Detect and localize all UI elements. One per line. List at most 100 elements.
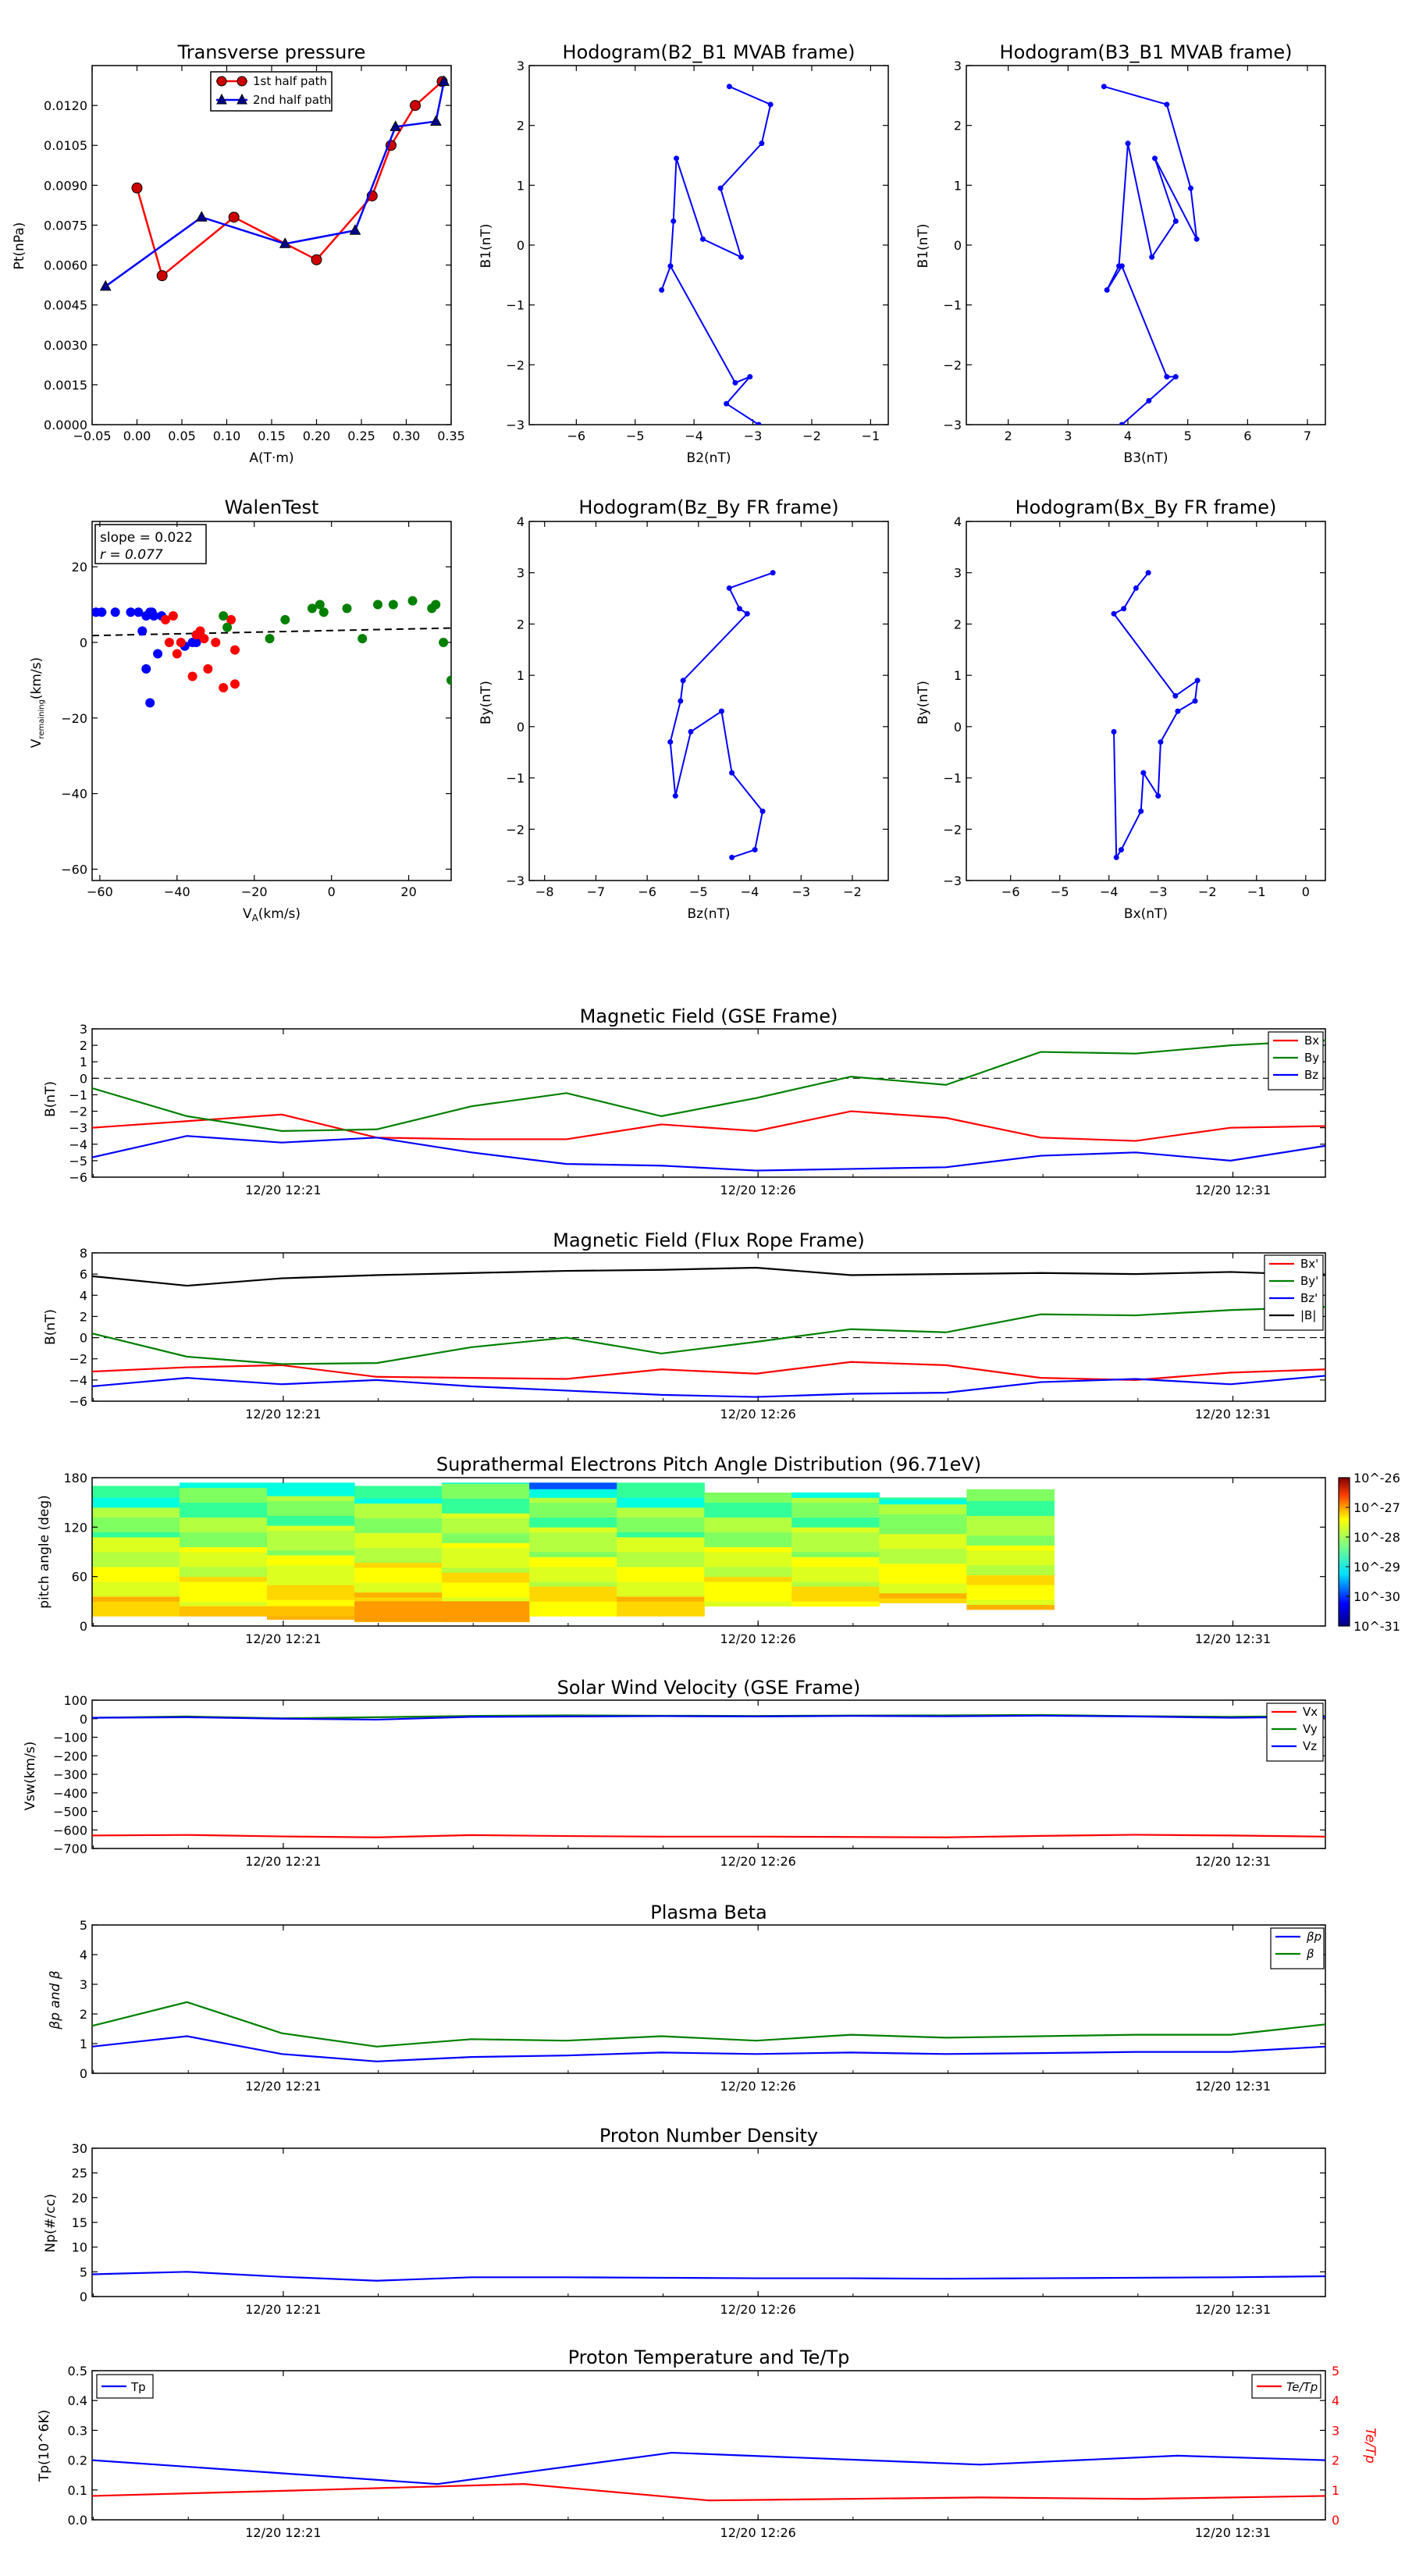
pitch-angle-cell bbox=[354, 1532, 443, 1539]
transverse-pressure-ytick-label: 0.0090 bbox=[44, 178, 87, 193]
hodogram-b3-b1-point bbox=[1104, 287, 1110, 293]
plasma-beta-ytick-label: 4 bbox=[80, 1948, 87, 1962]
hodogram-b2-b1-point bbox=[747, 374, 753, 380]
pitch-angle-cell bbox=[879, 1563, 967, 1569]
hodogram-b2-b1-xtick-label: −2 bbox=[802, 429, 821, 443]
hodogram-b2-b1-point bbox=[670, 218, 677, 224]
hodogram-bx-by-ytick-label: 2 bbox=[954, 617, 962, 632]
hodogram-b2-b1-ytick-label: −2 bbox=[506, 358, 525, 372]
pitch-angle-cell bbox=[879, 1497, 967, 1500]
pitch-angle-cell bbox=[617, 1546, 705, 1553]
pitch-angle-cell bbox=[617, 1517, 705, 1523]
pitch-angle-cell bbox=[529, 1527, 617, 1533]
pitch-angle-cell bbox=[966, 1505, 1055, 1511]
hodogram-bx-by-point bbox=[1140, 770, 1147, 776]
walen-point-red bbox=[226, 614, 237, 624]
annotation-box bbox=[94, 524, 207, 564]
pitch-angle-cell bbox=[617, 1512, 705, 1518]
walen-point-green bbox=[222, 622, 233, 632]
hodogram-b3-b1-xtick-label: 2 bbox=[1005, 429, 1012, 443]
hodogram-b3-b1-xtick-label: 6 bbox=[1243, 429, 1251, 443]
pitch-angle-cell bbox=[529, 1522, 617, 1528]
hodogram-bz-by-ytick-label: 2 bbox=[517, 617, 525, 632]
magnetic-field-fr-legend-box bbox=[1264, 1254, 1324, 1331]
colorbar-label: 10^-31 bbox=[1353, 1619, 1400, 1634]
transverse-pressure-series-line bbox=[136, 80, 443, 278]
pitch-angle-cell bbox=[180, 1502, 268, 1508]
hodogram-bz-by-point bbox=[744, 610, 750, 617]
hodogram-bx-by-point bbox=[1118, 847, 1124, 853]
pitch-angle-ytick-label: 0 bbox=[80, 1619, 87, 1634]
pitch-angle-cell bbox=[442, 1553, 530, 1558]
proton-temperature-xtick-label: 12/20 12:21 bbox=[245, 2525, 321, 2540]
solar-wind-velocity-xtick-label: 12/20 12:26 bbox=[720, 1854, 796, 1869]
pitch-angle-cell bbox=[704, 1576, 792, 1582]
hodogram-b3-b1-ytick-label: −1 bbox=[943, 298, 962, 313]
pitch-angle-cell bbox=[92, 1542, 180, 1548]
pitch-angle-cell bbox=[879, 1514, 967, 1520]
pitch-angle-cell bbox=[617, 1561, 705, 1567]
transverse-pressure-ytick-label: 0.0000 bbox=[44, 418, 87, 432]
pitch-angle-cell bbox=[529, 1606, 617, 1612]
pitch-angle-cell bbox=[879, 1528, 967, 1535]
pitch-angle-cell bbox=[442, 1508, 530, 1514]
pitch-angle-cell bbox=[966, 1530, 1055, 1536]
transverse-pressure-xtick-label: −0.05 bbox=[73, 429, 111, 443]
hodogram-bx-by-frame bbox=[966, 521, 1326, 881]
pitch-angle-cell bbox=[879, 1592, 967, 1599]
hodogram-b3-b1-point bbox=[1188, 185, 1193, 191]
pitch-angle-cell bbox=[442, 1517, 530, 1524]
pitch-angle-cell bbox=[354, 1488, 443, 1494]
plasma-beta-title: Plasma Beta bbox=[650, 1902, 767, 1923]
hodogram-bz-by-ytick-label: 0 bbox=[517, 720, 525, 735]
pitch-angle-cell bbox=[879, 1499, 967, 1505]
hodogram-b2-b1-panel: Hodogram(B2_B1 MVAB frame) B2(nT) B1(nT)… bbox=[478, 41, 889, 466]
solar-wind-velocity-ytick-label: −200 bbox=[53, 1749, 87, 1763]
pitch-angle-cell bbox=[704, 1537, 792, 1542]
walen-point-red bbox=[164, 637, 174, 647]
pitch-angle-xtick-label: 12/20 12:31 bbox=[1195, 1631, 1271, 1646]
hodogram-bz-by-ytick-label: 3 bbox=[517, 566, 525, 581]
pitch-angle-cell bbox=[617, 1576, 705, 1582]
pitch-angle-cell bbox=[529, 1591, 617, 1597]
magnetic-field-gse-legend-label: By bbox=[1304, 1051, 1319, 1065]
pitch-angle-cell bbox=[92, 1567, 180, 1572]
pitch-angle-cell bbox=[617, 1532, 705, 1538]
pitch-angle-cell bbox=[529, 1582, 617, 1587]
magnetic-field-gse-title: Magnetic Field (GSE Frame) bbox=[580, 1005, 838, 1027]
walen-point-red bbox=[230, 679, 240, 689]
proton-density-series-np bbox=[91, 2271, 1326, 2282]
pitch-angle-cell bbox=[617, 1487, 705, 1493]
magnetic-field-gse-xtick-label: 12/20 12:21 bbox=[245, 1183, 321, 1197]
magnetic-field-gse-ytick-label: 1 bbox=[80, 1055, 87, 1069]
hodogram-b2-b1-point bbox=[699, 236, 706, 242]
pitch-angle-cell bbox=[442, 1577, 530, 1583]
pitch-angle-cell bbox=[704, 1596, 792, 1602]
magnetic-field-gse-series-bx bbox=[91, 1110, 1326, 1142]
magnetic-field-fr-legend-label: |B| bbox=[1300, 1308, 1316, 1322]
plasma-beta-frame bbox=[91, 1924, 1326, 2074]
pitch-angle-cell bbox=[966, 1599, 1055, 1605]
walen-point-red bbox=[199, 634, 209, 644]
pitch-angle-cell bbox=[267, 1550, 355, 1556]
pitch-angle-cell bbox=[791, 1532, 880, 1538]
plasma-beta-panel: Plasma Beta βp and β 0 1 2 3 4 5 12/20 12:21 12… bbox=[48, 1902, 1326, 2094]
walen-point-green bbox=[446, 675, 451, 685]
hodogram-b2-b1-ytick-label: 2 bbox=[517, 119, 525, 133]
pitch-angle-cell bbox=[966, 1520, 1055, 1526]
hodogram-bz-by-point bbox=[680, 678, 686, 684]
transverse-pressure-point-1st-half bbox=[156, 270, 168, 282]
hodogram-b2-b1-xtick-label: −4 bbox=[685, 429, 703, 443]
pitch-angle-cell bbox=[267, 1482, 355, 1486]
te-tp-ylabel: Te/Tp bbox=[1362, 2428, 1378, 2464]
hodogram-bz-by-point bbox=[688, 728, 694, 735]
pitch-angle-cell bbox=[267, 1496, 355, 1501]
proton-density-ytick-label: 0 bbox=[80, 2290, 87, 2304]
transverse-pressure-ytick-label: 0.0030 bbox=[44, 338, 87, 353]
plasma-beta-series- bbox=[91, 2001, 1326, 2048]
pitch-angle-cell bbox=[791, 1493, 880, 1498]
transverse-pressure-xtick-label: 0.10 bbox=[213, 429, 241, 443]
hodogram-bx-by-point bbox=[1192, 698, 1198, 704]
pitch-angle-cell bbox=[529, 1482, 617, 1489]
proton-density-ytick-label: 15 bbox=[72, 2215, 87, 2230]
